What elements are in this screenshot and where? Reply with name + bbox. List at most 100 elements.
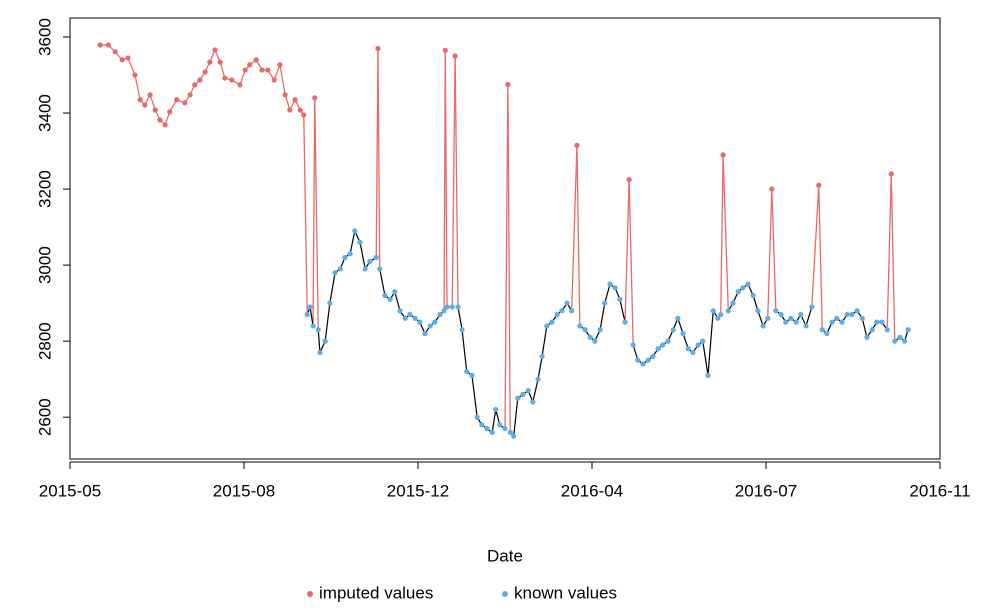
known-point — [310, 323, 316, 329]
imputed-line-segment — [451, 56, 456, 307]
y-tick-label: 3200 — [35, 170, 54, 208]
known-point — [844, 311, 850, 318]
known-point — [765, 315, 771, 321]
known-point — [824, 330, 830, 337]
imputed-point — [253, 57, 259, 63]
known-point — [304, 311, 310, 318]
imputed-point — [142, 102, 148, 108]
known-point — [407, 311, 413, 318]
known-point — [392, 289, 398, 295]
known-point — [347, 251, 353, 257]
imputed-point — [297, 107, 303, 113]
known-point — [650, 353, 656, 359]
known-point — [307, 304, 313, 310]
known-point — [685, 346, 691, 352]
imputed-point — [105, 42, 111, 48]
known-point — [444, 304, 450, 310]
y-tick-label: 3000 — [35, 246, 54, 284]
known-point — [530, 399, 536, 405]
known-point — [892, 338, 898, 344]
known-point — [397, 308, 403, 314]
x-tick-label: 2015-08 — [213, 481, 275, 500]
imputed-point — [287, 107, 293, 113]
imputed-line-segment — [377, 48, 381, 269]
known-point — [718, 311, 724, 318]
imputed-point — [192, 82, 198, 88]
known-point — [665, 338, 671, 344]
known-point — [854, 308, 860, 314]
known-point — [730, 300, 736, 306]
known-point — [897, 334, 903, 340]
imputed-line-segment — [767, 189, 773, 319]
known-point — [342, 254, 348, 261]
known-point — [760, 323, 766, 329]
imputed-point — [888, 171, 894, 177]
imputed-point — [137, 97, 143, 103]
known-point — [582, 327, 588, 333]
imputed-line-segment — [628, 179, 634, 345]
imputed-point — [152, 107, 158, 113]
imputed-line-segment — [279, 64, 286, 95]
imputed-line-segment — [576, 145, 581, 326]
known-point — [455, 304, 461, 310]
known-point — [449, 304, 455, 310]
x-tick-label: 2015-05 — [39, 481, 101, 500]
imputed-line-segment — [219, 61, 226, 79]
imputed-line-segment — [811, 185, 820, 307]
imputed-point — [125, 55, 131, 61]
imputed-point — [147, 92, 153, 98]
known-point — [788, 315, 794, 321]
imputed-point — [162, 122, 168, 128]
imputed-point — [720, 152, 726, 158]
imputed-line-segment — [771, 189, 777, 311]
known-point — [819, 327, 825, 333]
imputed-line-segment — [454, 56, 459, 307]
imputed-line-segment — [312, 97, 316, 326]
known-point — [640, 361, 646, 367]
known-point — [427, 323, 433, 329]
known-point — [539, 353, 545, 359]
known-point — [602, 300, 608, 306]
known-point — [352, 228, 358, 234]
imputed-point — [452, 53, 458, 59]
imputed-point — [574, 142, 580, 148]
known-point — [793, 319, 799, 325]
known-point — [459, 327, 465, 333]
imputed-point — [157, 117, 163, 123]
known-point — [670, 327, 676, 333]
known-point — [367, 258, 373, 264]
known-point — [554, 311, 560, 318]
known-point — [464, 368, 470, 375]
known-point — [597, 327, 603, 333]
x-tick-label: 2015-12 — [387, 481, 449, 500]
legend-label: known values — [514, 583, 617, 602]
imputed-point — [132, 72, 138, 78]
y-tick-label: 3400 — [35, 94, 54, 132]
known-point — [382, 292, 388, 299]
known-point — [327, 300, 333, 306]
known-point — [607, 281, 613, 287]
known-point — [587, 334, 593, 340]
known-point — [798, 311, 804, 318]
known-point — [387, 296, 393, 302]
known-point — [402, 315, 408, 321]
known-point — [493, 406, 499, 413]
imputed-line-segment — [722, 154, 729, 311]
known-point — [322, 338, 328, 344]
known-point — [337, 266, 343, 272]
y-tick-label: 3600 — [35, 18, 54, 56]
imputed-point — [375, 45, 381, 52]
known-point — [902, 338, 908, 344]
known-point — [592, 338, 598, 344]
known-point — [412, 315, 418, 321]
known-point — [695, 342, 701, 348]
known-point — [612, 285, 618, 291]
imputed-point — [222, 75, 228, 81]
imputed-point — [442, 47, 448, 53]
imputed-point — [816, 182, 822, 188]
known-point — [680, 330, 686, 337]
imputed-point — [271, 77, 277, 83]
known-point — [715, 315, 721, 321]
known-point — [773, 308, 779, 314]
imputed-point — [167, 109, 173, 115]
